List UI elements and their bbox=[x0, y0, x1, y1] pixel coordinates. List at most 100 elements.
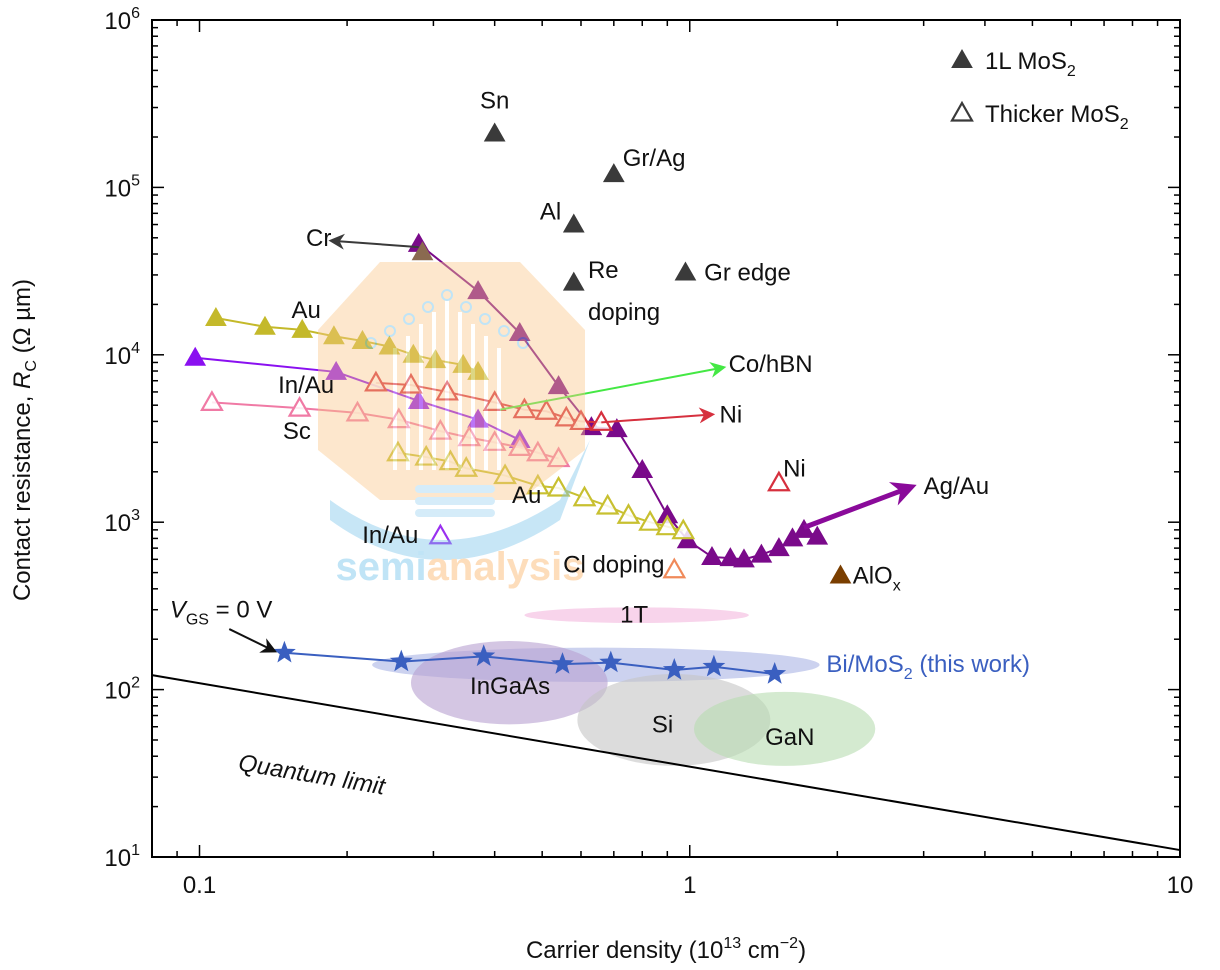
annotation-label: Co/hBN bbox=[729, 351, 813, 378]
x-label-sup: −2 bbox=[780, 935, 798, 952]
open-triangle-marker bbox=[364, 370, 388, 392]
open-triangle-marker bbox=[454, 456, 479, 477]
watermark-node bbox=[422, 301, 434, 313]
open-triangle-marker bbox=[287, 395, 312, 417]
quantum-limit-label: Quantum limit bbox=[237, 749, 389, 800]
filled-triangle-marker bbox=[793, 518, 815, 538]
annotation-label: In/Au bbox=[362, 522, 418, 549]
annotation-text: Co/hBN bbox=[729, 351, 813, 378]
open-triangle-marker bbox=[546, 446, 571, 468]
open-triangle-marker bbox=[554, 405, 579, 427]
watermark-bulb-base bbox=[415, 509, 495, 517]
series-sc bbox=[200, 390, 571, 468]
star-marker bbox=[273, 640, 296, 663]
annotation-label: Cr bbox=[306, 225, 331, 252]
annotation-label: Cl doping bbox=[563, 551, 664, 578]
y-label-part: (Ω µm) bbox=[9, 279, 36, 360]
annotation-text: V bbox=[170, 597, 188, 624]
annotation-text: Gr edge bbox=[704, 260, 791, 287]
open-triangle-marker bbox=[457, 425, 482, 447]
legend-label: Thicker MoS2 bbox=[985, 101, 1129, 133]
y-tick-exp: 5 bbox=[131, 172, 140, 189]
x-tick-label: 0.1 bbox=[183, 872, 216, 899]
y-tick-exp: 1 bbox=[131, 842, 140, 859]
annotation-label: 1T bbox=[620, 602, 648, 629]
annotation-label: Sc bbox=[283, 418, 311, 445]
y-tick-label: 102 bbox=[104, 675, 140, 705]
y-tick-exp: 2 bbox=[131, 675, 140, 692]
star-marker bbox=[763, 662, 787, 684]
y-tick-exp: 6 bbox=[131, 5, 140, 22]
open-triangle-marker bbox=[386, 440, 410, 462]
y-label-part: Contact resistance, bbox=[9, 389, 36, 601]
filled-triangle-marker bbox=[184, 346, 207, 366]
y-tick-base: 10 bbox=[104, 8, 131, 35]
x-label-part: Carrier density (10 bbox=[526, 937, 723, 964]
open-triangle-marker bbox=[414, 444, 439, 466]
filled-triangle-marker bbox=[407, 389, 430, 409]
open-triangle-marker bbox=[616, 503, 641, 524]
legend-marker-filled-triangle bbox=[951, 48, 973, 68]
annotation-sub: GS bbox=[186, 612, 209, 629]
annotation-label: Sn bbox=[480, 88, 509, 115]
annotation-label: doping bbox=[588, 299, 660, 326]
annotation-label: InGaAs bbox=[470, 673, 550, 700]
legend-label: 1L MoS2 bbox=[985, 48, 1076, 80]
legend-sub: 2 bbox=[1120, 116, 1129, 133]
annotation-label: Re bbox=[588, 257, 619, 284]
annotation-label: AlOx bbox=[853, 563, 901, 595]
annotation-text: Re bbox=[588, 257, 619, 284]
annotation-text: Ni bbox=[783, 455, 806, 482]
annotation-text: In/Au bbox=[362, 522, 418, 549]
filled-triangle-marker bbox=[452, 353, 475, 373]
annotation-label: Bi/MoS2 (this work) bbox=[826, 651, 1030, 683]
quantum-limit-line bbox=[151, 674, 1181, 852]
watermark-node bbox=[517, 337, 529, 349]
watermark-node bbox=[441, 289, 453, 301]
annotation-text: Cl doping bbox=[563, 551, 664, 578]
open-triangle-marker bbox=[435, 379, 460, 401]
series-au-thicker- bbox=[386, 440, 696, 540]
annotation-text: Sn bbox=[480, 88, 509, 115]
series-in-au-1l- bbox=[184, 346, 531, 448]
filled-triangle-marker bbox=[291, 318, 314, 338]
annotation-text: GaN bbox=[765, 724, 814, 751]
y-tick-label: 101 bbox=[104, 842, 140, 872]
open-triangle-marker bbox=[482, 390, 507, 411]
annotation-label: Ag/Au bbox=[924, 473, 989, 500]
open-triangle-marker bbox=[546, 475, 571, 497]
filled-triangle-marker bbox=[467, 408, 489, 428]
watermark-text-part: semi bbox=[335, 545, 426, 589]
x-label-part: ) bbox=[798, 937, 806, 964]
plot-frame bbox=[151, 19, 1181, 858]
annotation-text: Gr/Ag bbox=[623, 145, 686, 172]
x-axis-label: Carrier density (1013 cm−2) bbox=[526, 935, 806, 964]
annotation-text: (this work) bbox=[913, 651, 1030, 678]
annotation-sub: x bbox=[893, 578, 901, 595]
annotation-label: Gr/Ag bbox=[623, 145, 686, 172]
open-triangle-marker bbox=[595, 493, 620, 515]
annotation-text: InGaAs bbox=[470, 673, 550, 700]
y-tick-label: 106 bbox=[104, 5, 140, 35]
annotation-label: VGS = 0 V bbox=[170, 597, 273, 629]
annotation-label: GaN bbox=[765, 724, 814, 751]
filled-triangle-marker bbox=[508, 321, 531, 341]
star-marker bbox=[551, 652, 574, 674]
watermark-text-part: analysis bbox=[427, 545, 585, 589]
y-tick-base: 10 bbox=[104, 343, 131, 370]
point-re-doping bbox=[562, 271, 585, 291]
watermark-logo: semianalysis bbox=[318, 262, 590, 589]
y-tick-label: 105 bbox=[104, 172, 140, 202]
filled-triangle-marker bbox=[631, 459, 654, 479]
watermark-bulb-base bbox=[415, 485, 495, 493]
legend: 1L MoS2 Thicker MoS2 bbox=[950, 48, 1129, 133]
y-tick-label: 103 bbox=[104, 507, 140, 537]
watermark-node bbox=[365, 337, 377, 349]
y-label-sub: C bbox=[23, 360, 40, 372]
legend-text: Thicker MoS bbox=[985, 101, 1120, 128]
annotation-text: Si bbox=[652, 711, 673, 738]
series-line bbox=[211, 401, 559, 460]
open-triangle-marker bbox=[482, 430, 507, 451]
x-tick-label: 10 bbox=[1167, 872, 1194, 899]
annotation-label: Ni bbox=[720, 401, 743, 428]
